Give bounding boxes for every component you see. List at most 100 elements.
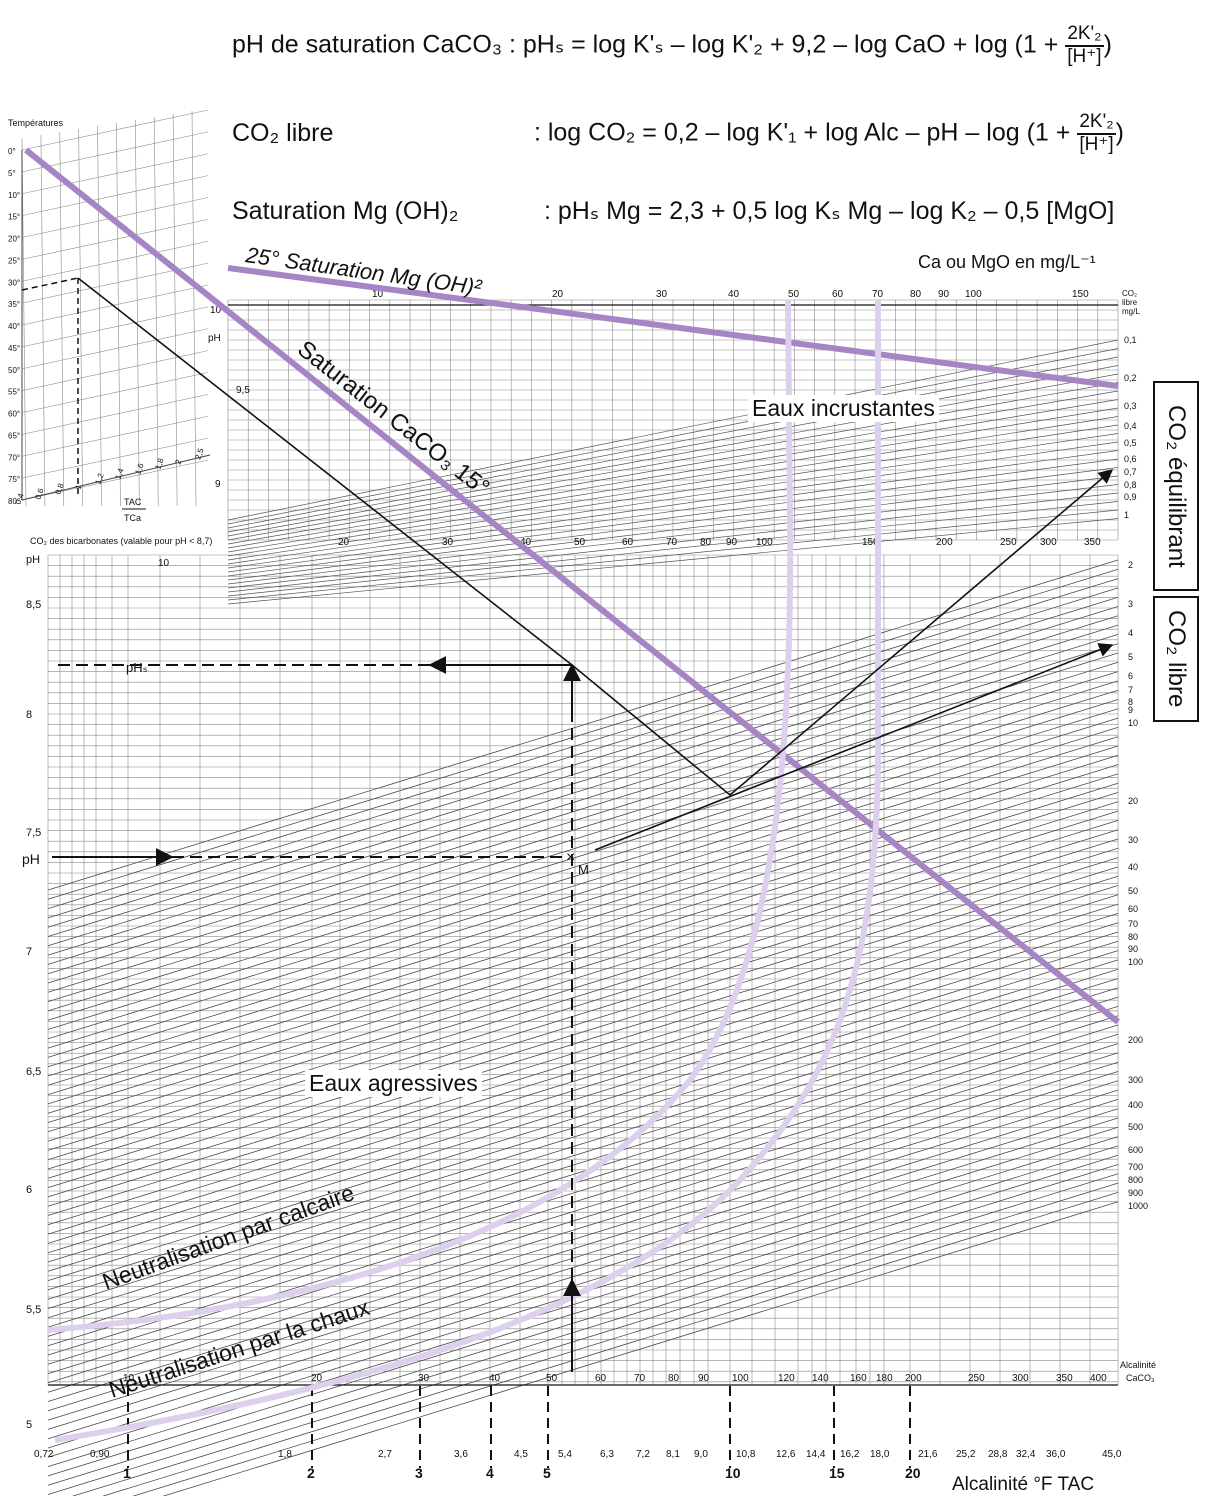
alc-tac-major-tick-label: 1 <box>123 1465 131 1481</box>
co2-equilibrant-tick-label: 0,4 <box>1124 421 1137 431</box>
alc-tac-minor-tick-label: 0,90 <box>90 1449 110 1460</box>
co2-eq-diagonal <box>227 348 1119 525</box>
co2-equilibrant-box: CO₂ équilibrant <box>1153 381 1199 591</box>
tick-labels-layer: 8,5 8 7,5 7 6,5 6 5,5 5 pH 10 9,5 9 pH 0° 5° 10° 15° 20° 2… <box>8 118 1156 1495</box>
tac-tca-tick-label: 1,6 <box>133 462 145 476</box>
temperatures-label: Températures <box>8 118 64 128</box>
co2-equilibrant-arrow <box>571 469 1114 797</box>
temp-grid-line <box>21 284 209 326</box>
co2-bicarb-tick-label: 60 <box>622 537 634 548</box>
mg-saturation-line <box>227 265 1119 389</box>
temperature-tick-label: 20° <box>8 235 20 244</box>
co2-eq-diagonal <box>227 424 1119 561</box>
equation-caco3-formula: pHₛ = log K'ₛ – log K'₂ + 9,2 – log CaO … <box>522 30 1059 59</box>
tac-tca-tick-label: 1 <box>73 483 83 491</box>
co2-libre-diagonal <box>47 922 1119 1254</box>
alc-caco3-tick-label: 250 <box>968 1373 985 1384</box>
co2-libre-diagonal <box>47 1015 1119 1347</box>
co2-libre-diagonal <box>47 1061 1119 1393</box>
ph-tick-label: 7,5 <box>26 827 41 839</box>
alc-tac-major-tick-label: 10 <box>725 1465 741 1481</box>
caco3-saturation-label: Saturation CaCO₃ 15° <box>292 335 494 501</box>
co2-eq-diagonal <box>227 467 1119 581</box>
temp-grid-line <box>135 119 140 507</box>
alc-tac-minor-tick-label: 6,3 <box>600 1449 614 1460</box>
co2-equilibrant-tick-label: 0,3 <box>1124 401 1137 411</box>
co2-eq-diagonal <box>227 399 1119 549</box>
co2-bicarb-tick-label: 90 <box>726 537 738 548</box>
co2-libre-diagonal <box>47 792 1119 1123</box>
alc-caco3-tick-label: 400 <box>1090 1373 1107 1384</box>
alc-caco3-tick-label: 40 <box>489 1373 501 1384</box>
co2-libre-diagonal <box>47 940 1119 1272</box>
co2-libre-diagonal <box>47 1145 1119 1477</box>
fraction-numerator: 2K'₂ <box>1077 111 1116 135</box>
co2-libre-diagonal <box>47 875 1119 1207</box>
co2-bicarb-tick-label: 200 <box>936 537 953 548</box>
co2-libre-diagonal <box>47 699 1119 1030</box>
co2-equilibrant-label: CO₂ équilibrant <box>1163 404 1190 568</box>
co2-eq-diagonal <box>227 509 1119 601</box>
tac-tca-axis <box>21 454 211 501</box>
co2-bicarb-tick-label: 300 <box>1040 537 1057 548</box>
co2-libre-diagonal <box>47 652 1119 984</box>
alc-caco3-label: CaCO₃ <box>1126 1373 1155 1383</box>
alc-tac-major-tick-label: 15 <box>829 1465 845 1481</box>
temp-grid-line <box>21 394 209 435</box>
ca-mgo-tick-label: 60 <box>832 289 844 300</box>
equation-caco3-fraction: 2K'₂ [H⁺] <box>1065 23 1104 68</box>
ca-mgo-tick-label: 10 <box>372 289 384 300</box>
co2-libre-tick-label: 5 <box>1128 652 1133 662</box>
co2-libre-diagonal <box>47 634 1119 965</box>
co2-libre-diagonal <box>47 1108 1119 1440</box>
co2-libre-diagonal <box>47 615 1119 947</box>
equation-co2-formula: : log CO₂ = 0,2 – log K'₁ + log Alc – pH… <box>533 118 1071 147</box>
temp-grid-line <box>172 113 178 507</box>
co2-libre-diagonal <box>47 1052 1119 1384</box>
ph-tick-label: 5 <box>26 1419 32 1431</box>
co2-libre-diagonal <box>162 1201 1119 1496</box>
tac-tca-tick-label: 1,2 <box>93 472 105 486</box>
alc-tac-minor-tick-label: 45,0 <box>1102 1449 1122 1460</box>
co2-libre-diagonal <box>47 559 1119 891</box>
temp-grid-line <box>21 153 209 195</box>
fraction-denominator: [H⁺] <box>1067 45 1102 67</box>
caco3-saturation-line <box>24 147 1120 1025</box>
ca-mgo-tick-label: 100 <box>965 289 982 300</box>
co2-libre-diagonal <box>47 987 1119 1319</box>
co2-libre-tick-label: 500 <box>1128 1122 1143 1132</box>
co2-libre-diagonal <box>47 847 1119 1179</box>
co2-libre-tick-label: 30 <box>1128 835 1138 845</box>
co2-libre-tick-label: 8 <box>1128 697 1133 707</box>
temperature-tick-label: 65° <box>8 431 20 440</box>
co2-eq-diagonal <box>227 518 1119 605</box>
ph-axis-label: pH <box>26 554 40 566</box>
co2-libre-diagonal <box>47 643 1119 975</box>
co2-libre-tick-label: 7 <box>1128 685 1133 695</box>
co2-equilibrant-tick-label: 0,5 <box>1124 438 1137 448</box>
upper-ph-tick-label: 9,5 <box>236 385 250 396</box>
tac-tca-tick-label: 1,8 <box>153 457 165 471</box>
alc-caco3-tick-label: 90 <box>698 1373 710 1384</box>
alc-tac-minor-tick-label: 16,2 <box>840 1449 860 1460</box>
temperature-tick-label: 75° <box>8 475 20 484</box>
alc-tac-minor-tick-label: 2,7 <box>378 1449 392 1460</box>
ph-label: pH <box>22 851 40 867</box>
co2-eq-diagonal <box>227 373 1119 537</box>
temperature-tick-label: 15° <box>8 213 20 222</box>
co2-libre-diagonal <box>47 1033 1119 1365</box>
co2-libre-diagonal <box>47 866 1119 1198</box>
alc-tac-minor-tick-label: 0,72 <box>34 1449 54 1460</box>
co2-eq-diagonal <box>227 450 1119 573</box>
fraction-numerator: 2K'₂ <box>1065 23 1104 47</box>
temperature-tick-label: 80° <box>8 497 20 506</box>
alc-caco3-tick-label: 30 <box>418 1373 430 1384</box>
co2-libre-diagonal <box>47 857 1119 1188</box>
co2-equilibrant-tick-label: 0,8 <box>1124 480 1137 490</box>
co2-libre-diagonal <box>47 578 1119 909</box>
co2-eq-diagonal <box>227 484 1119 589</box>
temp-grid-line <box>153 116 159 507</box>
co2-bicarb-tick-label: 70 <box>666 537 678 548</box>
ca-mgo-tick-label: 90 <box>938 289 950 300</box>
alc-tac-major-tick-label: 4 <box>486 1465 494 1481</box>
